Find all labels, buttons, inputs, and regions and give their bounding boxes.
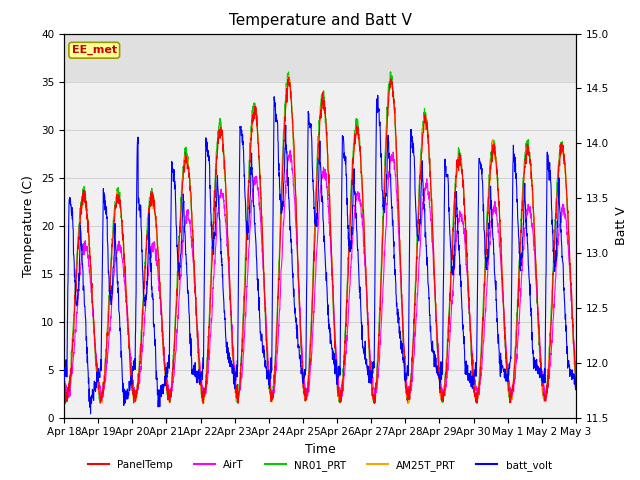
Text: EE_met: EE_met xyxy=(72,45,117,55)
Bar xyxy=(64,82,576,418)
Y-axis label: Batt V: Batt V xyxy=(614,206,628,245)
Bar xyxy=(64,34,576,82)
Legend: PanelTemp, AirT, NR01_PRT, AM25T_PRT, batt_volt: PanelTemp, AirT, NR01_PRT, AM25T_PRT, ba… xyxy=(84,456,556,475)
X-axis label: Time: Time xyxy=(305,443,335,456)
Y-axis label: Temperature (C): Temperature (C) xyxy=(22,175,35,276)
Title: Temperature and Batt V: Temperature and Batt V xyxy=(228,13,412,28)
